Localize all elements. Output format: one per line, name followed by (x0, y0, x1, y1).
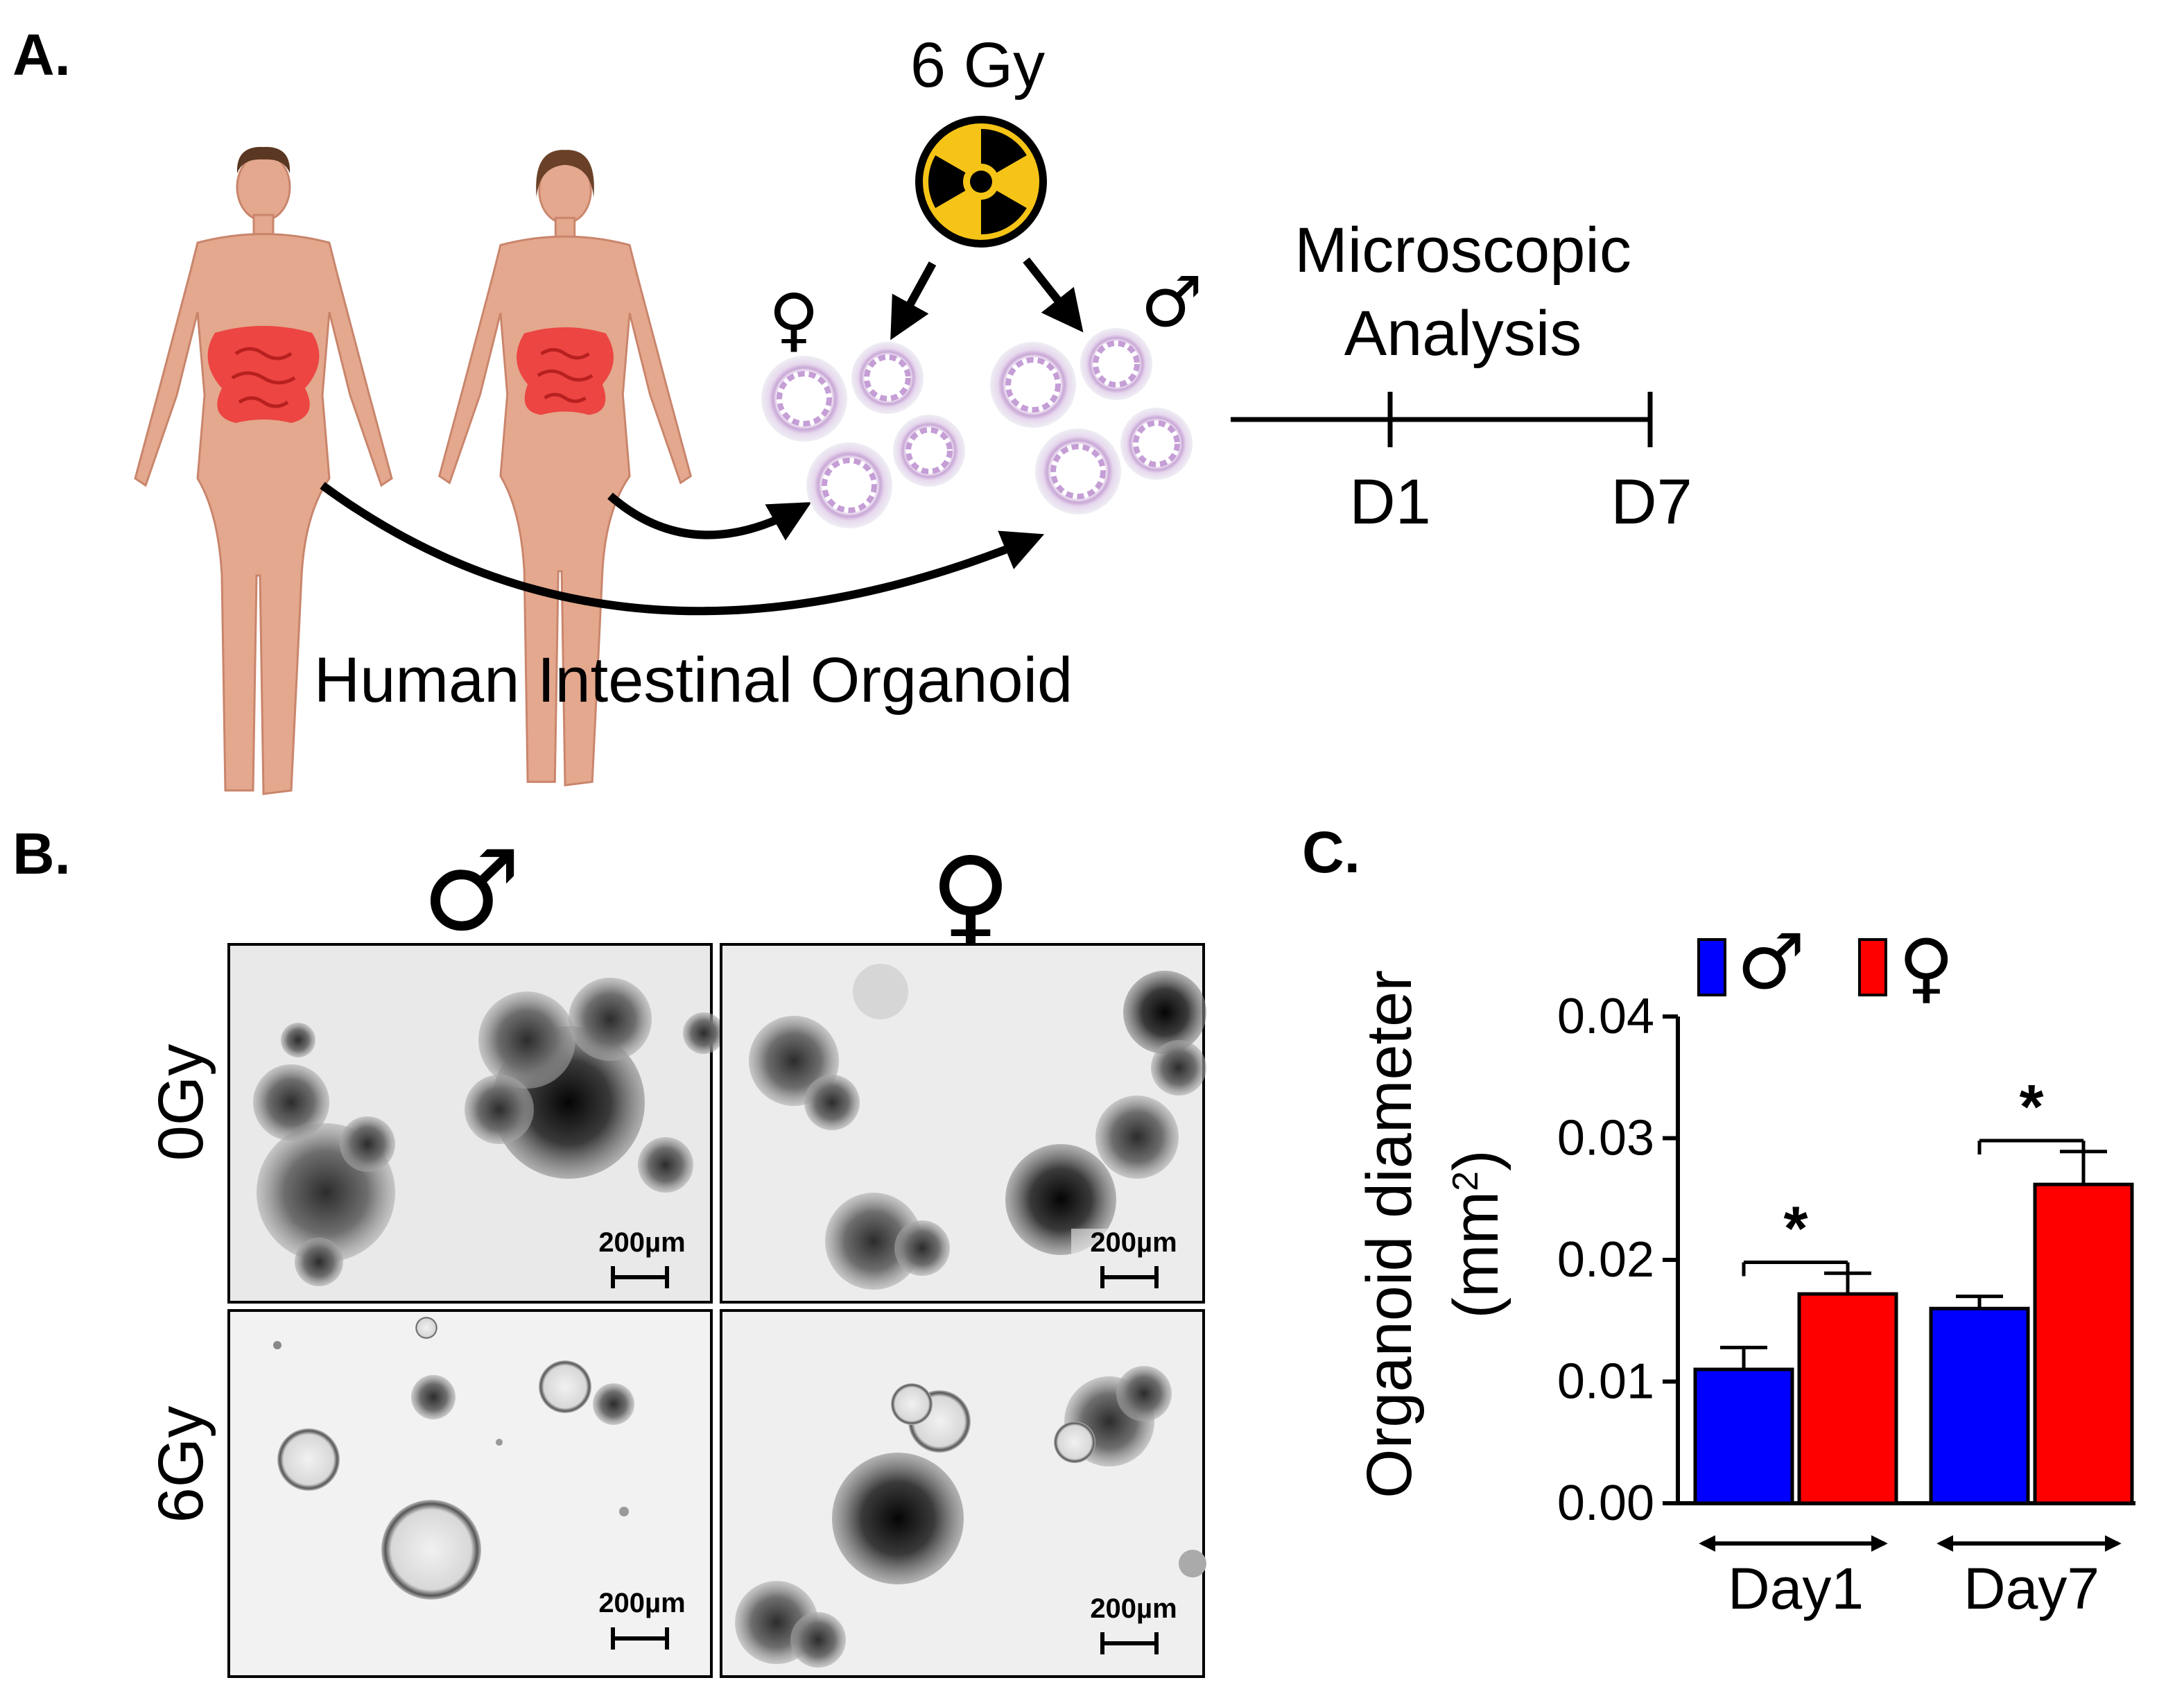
scale-bar-label: 200µm (598, 1227, 685, 1258)
y-tick-label: 0.03 (1557, 1111, 1654, 1166)
micrograph-female-0gy: 200µm (720, 943, 1206, 1304)
scale-bar-label: 200µm (598, 1588, 685, 1618)
legend-label-female: ♀ (1898, 923, 1955, 1012)
column-male-symbol: ♂ (422, 826, 521, 955)
bar-female-day7 (2033, 1182, 2134, 1505)
y-tick-label: 0.02 (1557, 1232, 1654, 1288)
radiation-arrow-left (890, 261, 937, 340)
analysis-line1: Microscopic (1294, 215, 1631, 286)
row-label-0gy: 0Gy (146, 1044, 216, 1161)
organoid-icon (990, 328, 1193, 514)
panel-c-label: C. (1302, 820, 1360, 885)
column-female-symbol: ♀ (930, 833, 1011, 962)
male-symbol: ♂ (1141, 261, 1203, 343)
row-label-6gy: 6Gy (146, 1406, 216, 1523)
scale-bar (611, 1627, 669, 1650)
panel-b-label: B. (12, 821, 71, 886)
x-category-label: Day1 (1728, 1556, 1864, 1621)
radiation-icon (915, 116, 1047, 248)
y-axis-label-line2: (mm2) (1441, 1150, 1511, 1318)
legend-label-male: ♂ (1737, 917, 1805, 1006)
female-to-organoid-arrow (607, 492, 812, 541)
male-human-body-icon (134, 146, 393, 795)
legend-swatch-female (1858, 938, 1887, 996)
radiation-arrow-right (1023, 257, 1084, 333)
scale-bar (611, 1266, 669, 1288)
scale-bar (1100, 1632, 1159, 1654)
micrograph-male-6gy: 200µm (227, 1309, 713, 1678)
scale-bar (1100, 1266, 1159, 1288)
organoid-icon (761, 342, 965, 528)
scale-bar-label: 200µm (1090, 1227, 1177, 1258)
micrograph-male-0gy: 200µm (227, 943, 725, 1304)
timeline-d1-label: D1 (1349, 467, 1431, 537)
female-symbol: ♀ (768, 279, 819, 360)
significance-star: * (2019, 1073, 2043, 1142)
dose-label: 6 Gy (910, 30, 1045, 101)
bar-male-day1 (1693, 1367, 1794, 1505)
x-category-label: Day7 (1964, 1556, 2099, 1621)
y-tick-label: 0.01 (1557, 1354, 1654, 1410)
analysis-line2: Analysis (1344, 298, 1582, 369)
panel-a-label: A. (12, 22, 71, 87)
timeline-d7-label: D7 (1611, 467, 1692, 537)
significance-star: * (1783, 1195, 1808, 1264)
panel-a-caption: Human Intestinal Organoid (314, 645, 1073, 716)
micrograph-female-6gy: 200µm (720, 1309, 1206, 1678)
bar-male-day7 (1929, 1306, 2030, 1505)
y-axis-label-line1: Organoid diameter (1354, 970, 1425, 1498)
bar-chart: ♂ ♀ Organoid diameter (mm2) 0.00 0.01 0.02… (1354, 917, 2135, 1621)
legend-swatch-male (1697, 938, 1726, 996)
male-to-organoid-arrow (320, 482, 1045, 616)
scale-bar-label: 200µm (1090, 1593, 1177, 1624)
female-human-body-icon (438, 150, 692, 786)
y-tick-label: 0.04 (1557, 989, 1654, 1044)
bar-female-day1 (1797, 1292, 1898, 1505)
y-tick-label: 0.00 (1557, 1476, 1654, 1531)
